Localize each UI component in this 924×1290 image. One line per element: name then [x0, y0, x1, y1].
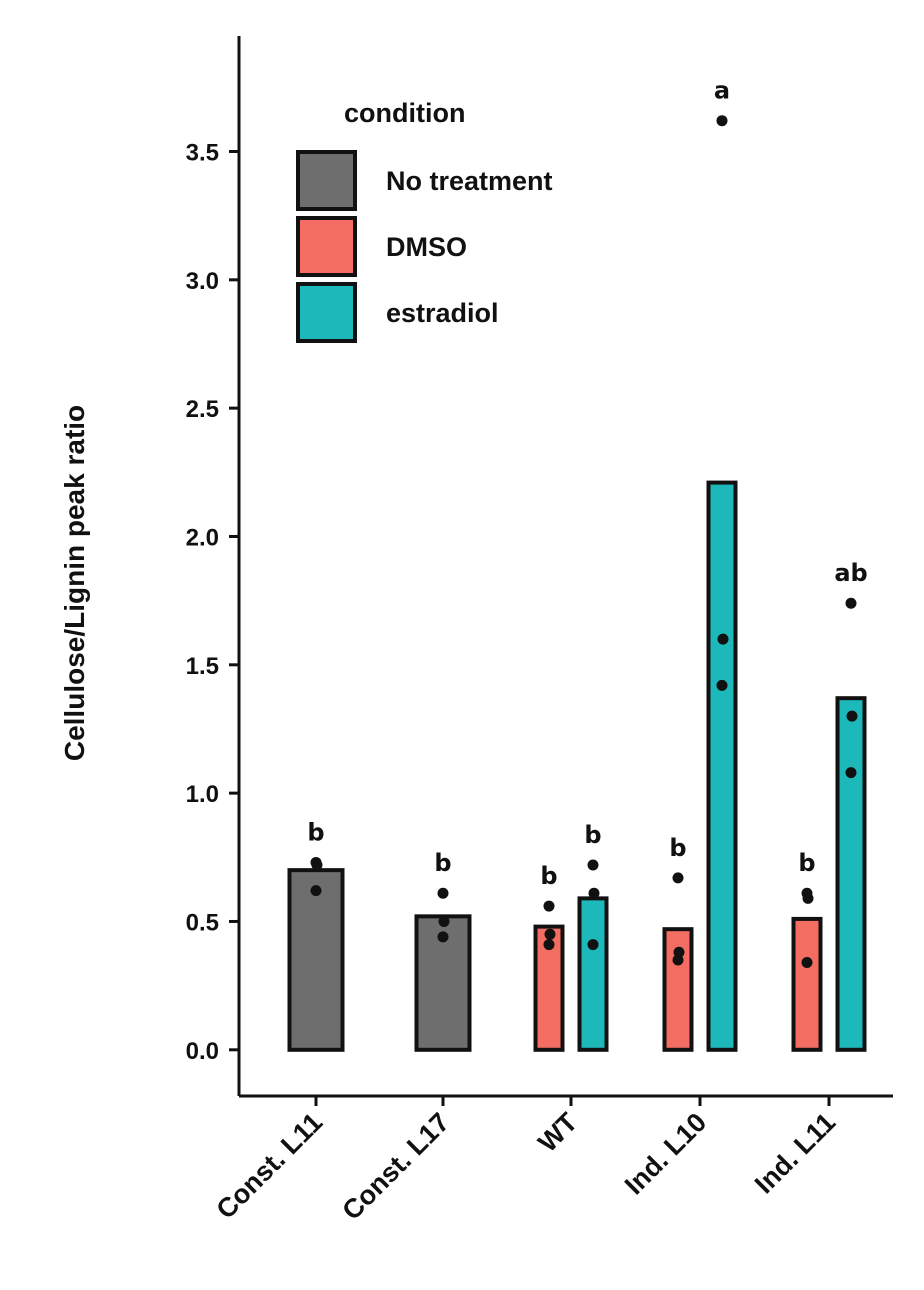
significance-label: b [798, 849, 815, 877]
y-tick-label: 2.0 [186, 524, 219, 551]
points-layer [310, 115, 858, 969]
y-tick-label: 3.0 [186, 268, 219, 295]
bar-ind-l11-estradiol [835, 696, 867, 1052]
y-tick-label: 0.0 [186, 1038, 219, 1065]
data-point [672, 872, 684, 884]
significance-label: b [540, 862, 557, 890]
x-tick-label: Ind. L10 [619, 1107, 712, 1200]
bar-const-l11-no-treatment [287, 868, 345, 1052]
data-point [845, 597, 857, 609]
bar-ind-l10-estradiol [706, 480, 738, 1052]
data-point [588, 887, 600, 899]
bar-ind-l11-dmso [791, 916, 823, 1052]
bars-layer [287, 480, 867, 1052]
y-tick-label: 2.5 [186, 396, 219, 423]
legend-title: condition [344, 98, 465, 128]
legend-key [296, 150, 357, 211]
data-point [716, 679, 728, 691]
data-point [437, 931, 449, 943]
bar-wt-estradiol [577, 896, 609, 1052]
data-point [672, 954, 684, 966]
data-point [544, 928, 556, 940]
x-tick-label: Const. L17 [336, 1107, 455, 1226]
significance-label: b [584, 821, 601, 849]
x-tick-label: WT [532, 1107, 583, 1158]
legend: condition No treatment DMSO estradiol [296, 98, 553, 343]
data-point [801, 957, 813, 969]
significance-label: b [434, 849, 451, 877]
y-tick-label: 0.5 [186, 909, 219, 936]
y-tick-label: 3.5 [186, 139, 219, 166]
data-point [716, 115, 728, 127]
data-point [846, 710, 858, 722]
data-point [802, 892, 814, 904]
data-point [438, 915, 450, 927]
data-point [845, 767, 857, 779]
data-point [311, 859, 323, 871]
significance-label: ab [834, 559, 867, 587]
legend-key [296, 216, 357, 277]
y-axis-title: Cellulose/Lignin peak ratio [59, 405, 90, 761]
legend-label: estradiol [386, 298, 499, 328]
y-tick-label: 1.0 [186, 781, 219, 808]
significance-label: b [669, 834, 686, 862]
significance-label: a [714, 77, 730, 105]
legend-label: DMSO [386, 232, 467, 262]
data-point [543, 900, 555, 912]
legend-label: No treatment [386, 166, 553, 196]
data-point [717, 633, 729, 645]
data-point [587, 939, 599, 951]
data-point [543, 939, 555, 951]
legend-key [296, 282, 357, 343]
y-tick-label: 1.5 [186, 653, 219, 680]
significance-label: b [307, 818, 324, 846]
x-tick-label: Const. L11 [210, 1107, 328, 1225]
x-tick-label: Ind. L11 [749, 1107, 841, 1199]
data-point [587, 859, 599, 871]
data-point [310, 885, 322, 897]
data-point [437, 887, 449, 899]
